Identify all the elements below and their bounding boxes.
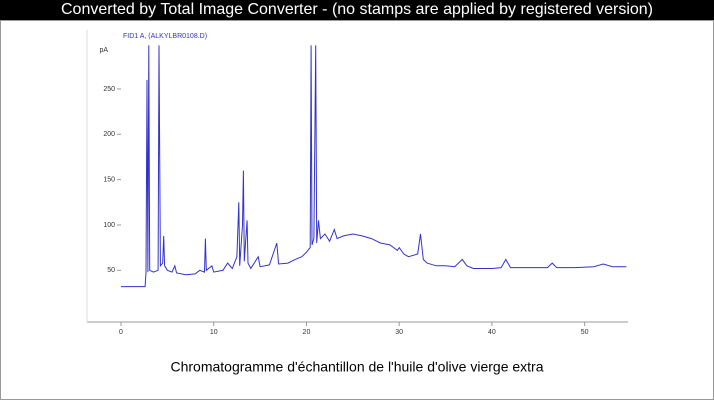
legend-entry: FID1 A, (ALKYLBR0108.D) (123, 33, 207, 40)
banner: Converted by Total Image Converter - (no… (0, 0, 714, 20)
y-tick-label: 100 (103, 222, 115, 229)
frame (0, 20, 714, 400)
y-tick-label: 200 (103, 131, 115, 138)
x-tick-label: 50 (581, 329, 589, 336)
y-tick-label: 50 (107, 267, 115, 274)
x-tick-label: 0 (119, 329, 123, 336)
x-tick-label: 10 (210, 329, 218, 336)
trace (121, 45, 627, 288)
x-tick-label: 40 (488, 329, 496, 336)
x-tick-label: 30 (395, 329, 403, 336)
y-axis-label: pA (99, 47, 108, 54)
x-tick-label: 20 (303, 329, 311, 336)
y-tick-label: 250 (103, 86, 115, 93)
y-tick-label: 150 (103, 176, 115, 183)
caption: Chromatogramme d'échantillon de l'huile … (171, 359, 544, 375)
